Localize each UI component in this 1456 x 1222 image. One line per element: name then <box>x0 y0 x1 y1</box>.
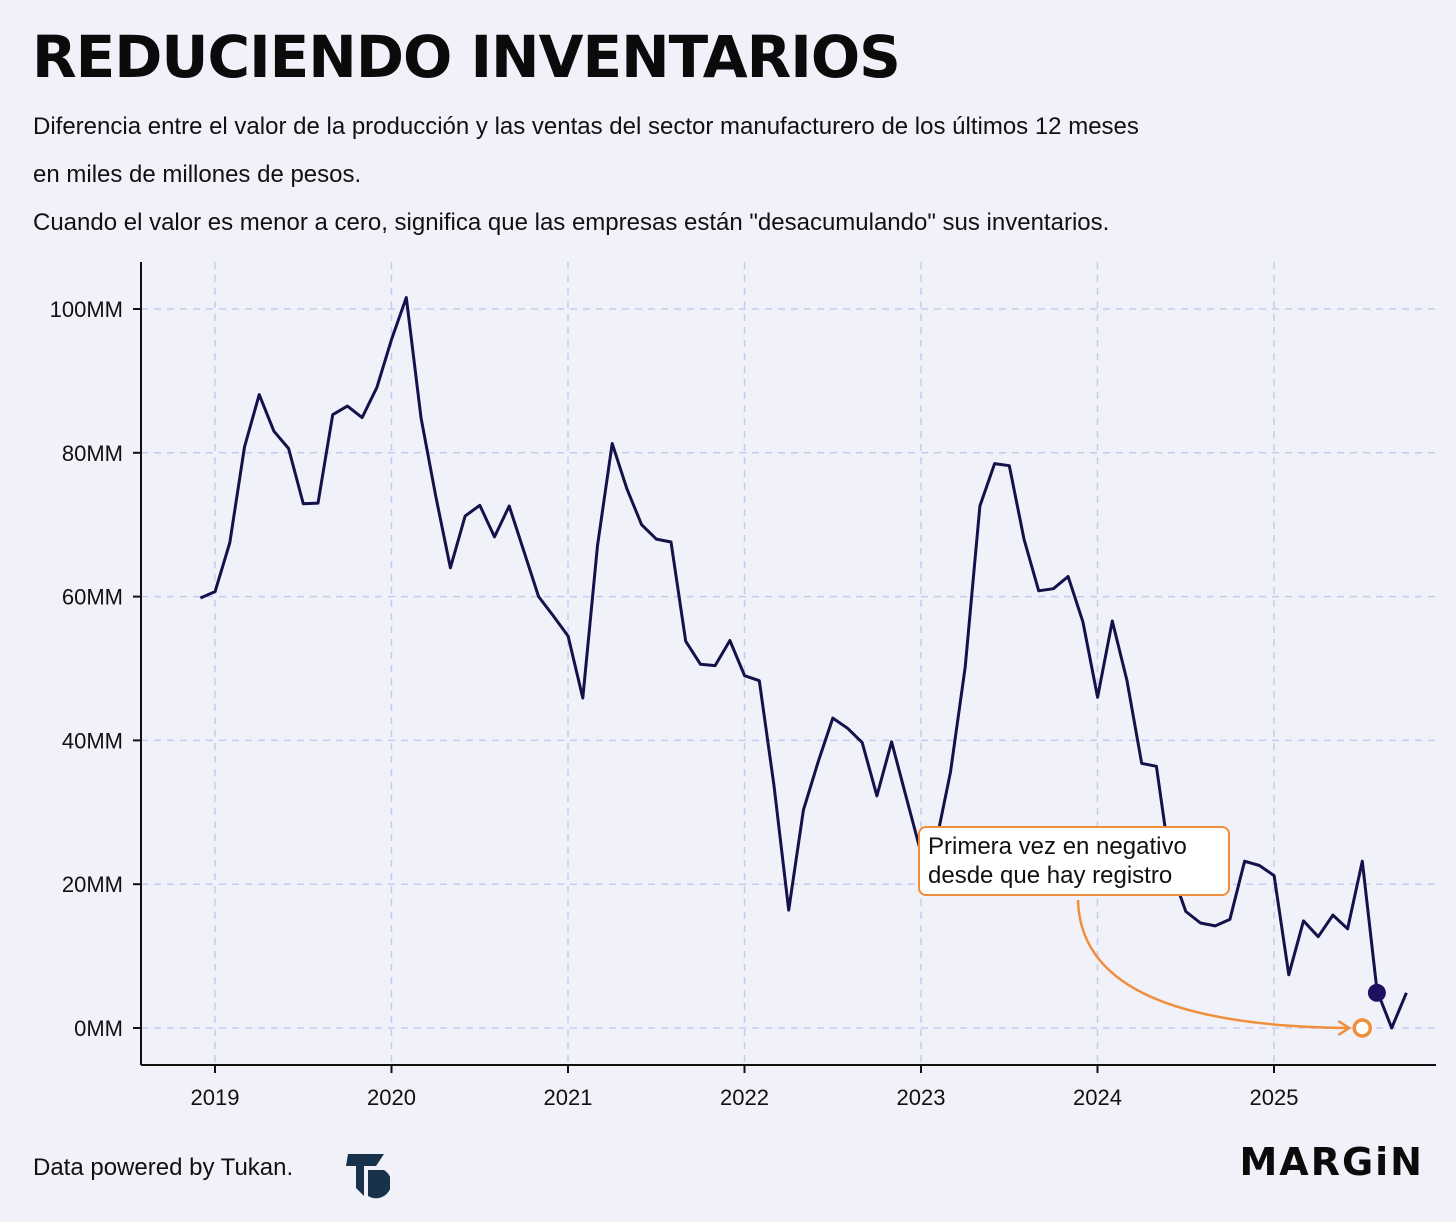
y-tick-label: 80MM <box>62 441 123 466</box>
data-credit: Data powered by Tukan. <box>33 1154 294 1181</box>
x-tick-label: 2021 <box>544 1085 593 1110</box>
x-tick-label: 2024 <box>1073 1085 1122 1110</box>
subtitle-line-3: Cuando el valor es menor a cero, signifi… <box>33 209 1110 236</box>
subtitle-line-2: en miles de millones de pesos. <box>33 161 362 188</box>
margin-brand-logo: MARGiN <box>1239 1140 1424 1184</box>
y-tick-label: 20MM <box>62 872 123 897</box>
highlighted-point <box>1352 1018 1372 1038</box>
x-tick-label: 2022 <box>720 1085 769 1110</box>
chart-title: REDUCIENDO INVENTARIOS <box>32 23 901 91</box>
x-tick-label: 2025 <box>1250 1085 1299 1110</box>
y-tick-label: 100MM <box>50 297 123 322</box>
last-data-point <box>1367 983 1386 1002</box>
x-tick-label: 2023 <box>897 1085 946 1110</box>
y-tick-label: 60MM <box>62 585 123 610</box>
annotation-arrow <box>1076 899 1349 1030</box>
tukan-logo-icon <box>346 1154 390 1199</box>
y-tick-label: 40MM <box>62 728 123 753</box>
annotation-box: Primera vez en negativo desde que hay re… <box>918 826 1230 896</box>
subtitle-line-1: Diferencia entre el valor de la producci… <box>33 113 1139 140</box>
x-tick-label: 2019 <box>191 1085 240 1110</box>
x-tick-label: 2020 <box>367 1085 416 1110</box>
annotation-arrowhead <box>1337 1019 1352 1037</box>
series-line <box>199 296 1408 1030</box>
annotation-line-1: Primera vez en negativo <box>928 833 1187 860</box>
y-tick-label: 0MM <box>74 1016 123 1041</box>
annotation-line-2: desde que hay registro <box>928 862 1173 889</box>
